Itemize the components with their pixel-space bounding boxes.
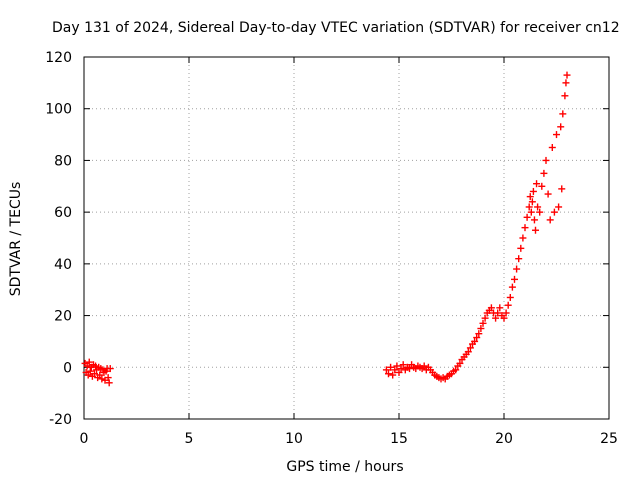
data-point: [385, 370, 392, 378]
data-point: [563, 71, 571, 79]
data-point: [562, 79, 570, 87]
data-point: [557, 123, 565, 131]
x-tick-label: 5: [185, 431, 194, 447]
data-point: [521, 224, 529, 232]
x-axis-title: GPS time / hours: [286, 459, 403, 475]
data-point: [389, 371, 397, 379]
data-point: [496, 304, 504, 312]
data-point: [382, 366, 390, 374]
data-point: [406, 365, 413, 373]
data-point: [452, 366, 460, 374]
y-tick-label: 60: [54, 205, 72, 221]
data-point: [517, 244, 525, 252]
y-axis-title: SDTVAR / TECUs: [8, 182, 24, 297]
data-point: [391, 366, 399, 374]
data-point: [504, 301, 512, 309]
data-point: [96, 371, 104, 379]
y-tick-label: -20: [49, 412, 72, 428]
data-point: [420, 362, 428, 370]
data-point: [548, 144, 556, 151]
data-point: [530, 216, 538, 224]
x-tick-label: 15: [390, 431, 408, 447]
data-point: [479, 319, 487, 327]
data-point: [526, 193, 534, 201]
data-point: [500, 314, 508, 322]
data-point: [387, 363, 395, 371]
data-point: [104, 374, 112, 382]
data-point: [513, 265, 521, 273]
data-point: [84, 371, 92, 379]
data-point: [558, 185, 566, 193]
data-point: [519, 234, 527, 242]
data-point: [487, 304, 495, 312]
data-point: [544, 190, 552, 198]
data-point: [502, 309, 510, 317]
data-point: [106, 365, 114, 373]
data-point: [83, 362, 91, 370]
y-tick-label: 40: [54, 257, 72, 273]
data-point: [523, 213, 531, 221]
chart-title: Day 131 of 2024, Sidereal Day-to-day VTE…: [52, 20, 620, 36]
data-point: [464, 348, 472, 356]
data-point: [399, 361, 407, 369]
grid-lines: [84, 57, 609, 419]
data-point: [532, 226, 539, 234]
data-point: [553, 131, 560, 139]
data-point: [456, 359, 464, 367]
data-point: [86, 367, 94, 375]
data-point: [395, 368, 403, 376]
data-point: [477, 325, 485, 332]
data-point: [473, 334, 481, 342]
data-point: [85, 358, 93, 366]
axis-ticks: 0 5 10 15 20 25 -20 0 20 40 60 80 100 120: [45, 50, 618, 447]
data-point: [550, 208, 558, 216]
data-point: [105, 379, 113, 387]
x-tick-label: 0: [80, 431, 89, 447]
data-point: [492, 314, 500, 322]
data-point: [536, 208, 544, 216]
y-tick-label: 0: [63, 360, 72, 376]
x-tick-label: 20: [495, 431, 513, 447]
data-point: [528, 198, 536, 206]
y-tick-label: 80: [54, 153, 72, 169]
data-point: [466, 344, 474, 352]
data-point: [91, 370, 98, 378]
data-point: [527, 208, 535, 216]
data-point: [542, 156, 550, 164]
plot-frame: [83, 56, 610, 420]
data-point: [494, 309, 502, 317]
plot-border: [83, 56, 610, 420]
data-point: [98, 375, 106, 383]
x-tick-label: 25: [600, 431, 618, 447]
data-point: [511, 275, 518, 283]
data-points: [81, 71, 571, 387]
data-point: [475, 330, 483, 338]
data-point: [546, 216, 554, 224]
x-tick-label: 10: [285, 431, 303, 447]
y-tick-label: 100: [45, 102, 72, 118]
data-point: [534, 203, 542, 211]
data-point: [481, 314, 489, 322]
data-point: [506, 293, 514, 301]
data-point: [508, 283, 516, 291]
data-point: [538, 182, 546, 190]
y-tick-label: 120: [45, 50, 72, 66]
data-point: [525, 203, 533, 211]
data-point: [561, 92, 569, 100]
data-point: [92, 362, 100, 370]
data-point: [471, 337, 479, 345]
data-point: [529, 187, 537, 195]
data-point: [515, 255, 523, 263]
data-point: [393, 362, 401, 370]
data-point: [540, 169, 548, 177]
data-point: [397, 365, 405, 373]
data-point: [559, 110, 567, 118]
y-tick-label: 20: [54, 309, 72, 325]
data-point: [555, 203, 563, 211]
data-point: [533, 180, 541, 188]
